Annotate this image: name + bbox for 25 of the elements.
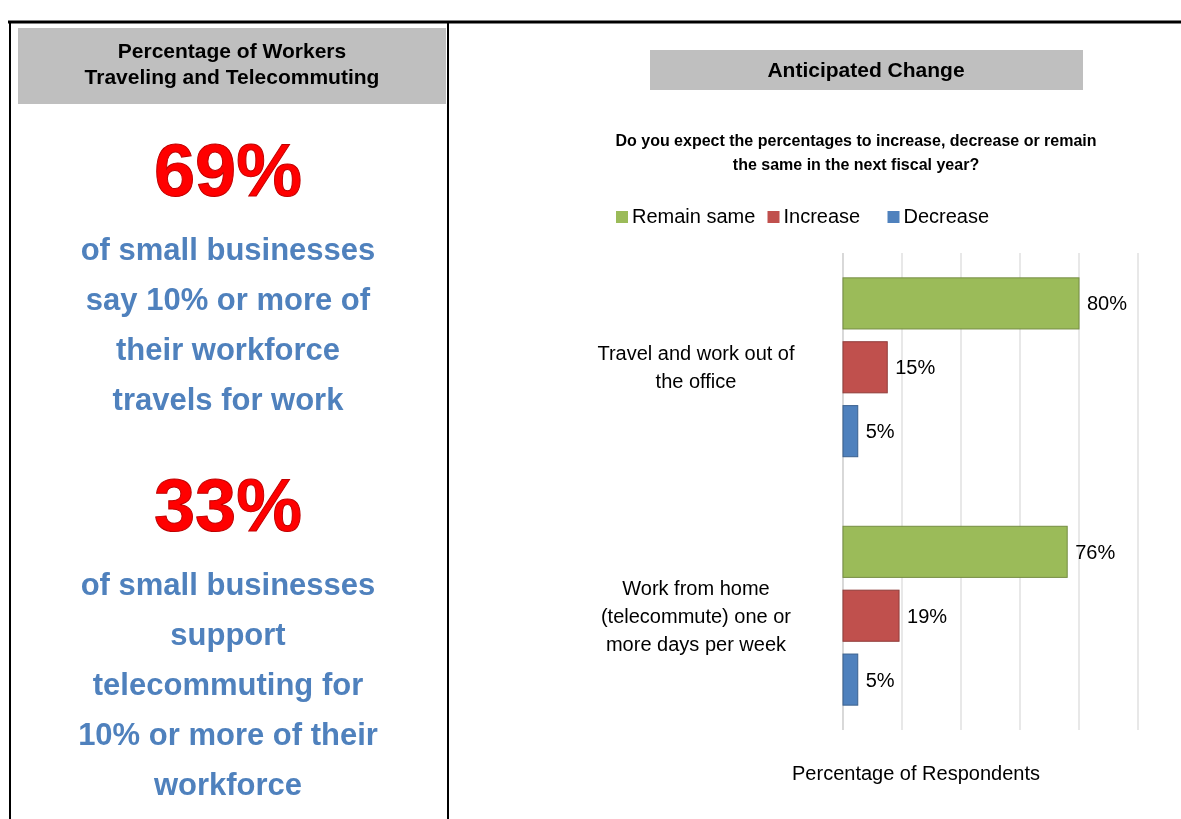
x-axis-title: Percentage of Respondents	[792, 762, 1040, 784]
text: of small businesses say 10% or more of their workforce travels for work	[80, 232, 376, 417]
chart-subtitle: Do you expect the percentages to increase, decrease or remain the same in the next fiscal year?	[615, 132, 1097, 173]
bar	[842, 277, 1080, 330]
chart-title: Anticipated Change	[767, 58, 965, 81]
data-label: 5%	[865, 420, 895, 443]
legend-label: Increase	[783, 205, 861, 227]
bar	[842, 589, 900, 642]
data-label: 15%	[895, 356, 936, 379]
legend-label: Remain same	[632, 205, 756, 227]
y-tick-label: Travel and work out of the office	[597, 342, 795, 393]
bar	[842, 341, 888, 394]
text: Percentage of Workers Traveling and Telecommuting	[84, 39, 380, 88]
text: 69%	[153, 129, 303, 212]
text: 33%	[153, 464, 303, 547]
data-label: 5%	[865, 668, 895, 691]
data-label: 76%	[1075, 540, 1116, 563]
bar	[842, 653, 859, 706]
text: of small businesses support telecommuting for 10% or more of their workforce	[78, 567, 378, 802]
bar	[842, 405, 859, 458]
y-tick-label: Work from home (telecommute) one or more days per week	[600, 576, 792, 655]
data-label: 80%	[1087, 292, 1128, 315]
bar	[842, 525, 1068, 578]
legend-label: Decrease	[903, 205, 990, 227]
data-label: 19%	[907, 604, 948, 627]
